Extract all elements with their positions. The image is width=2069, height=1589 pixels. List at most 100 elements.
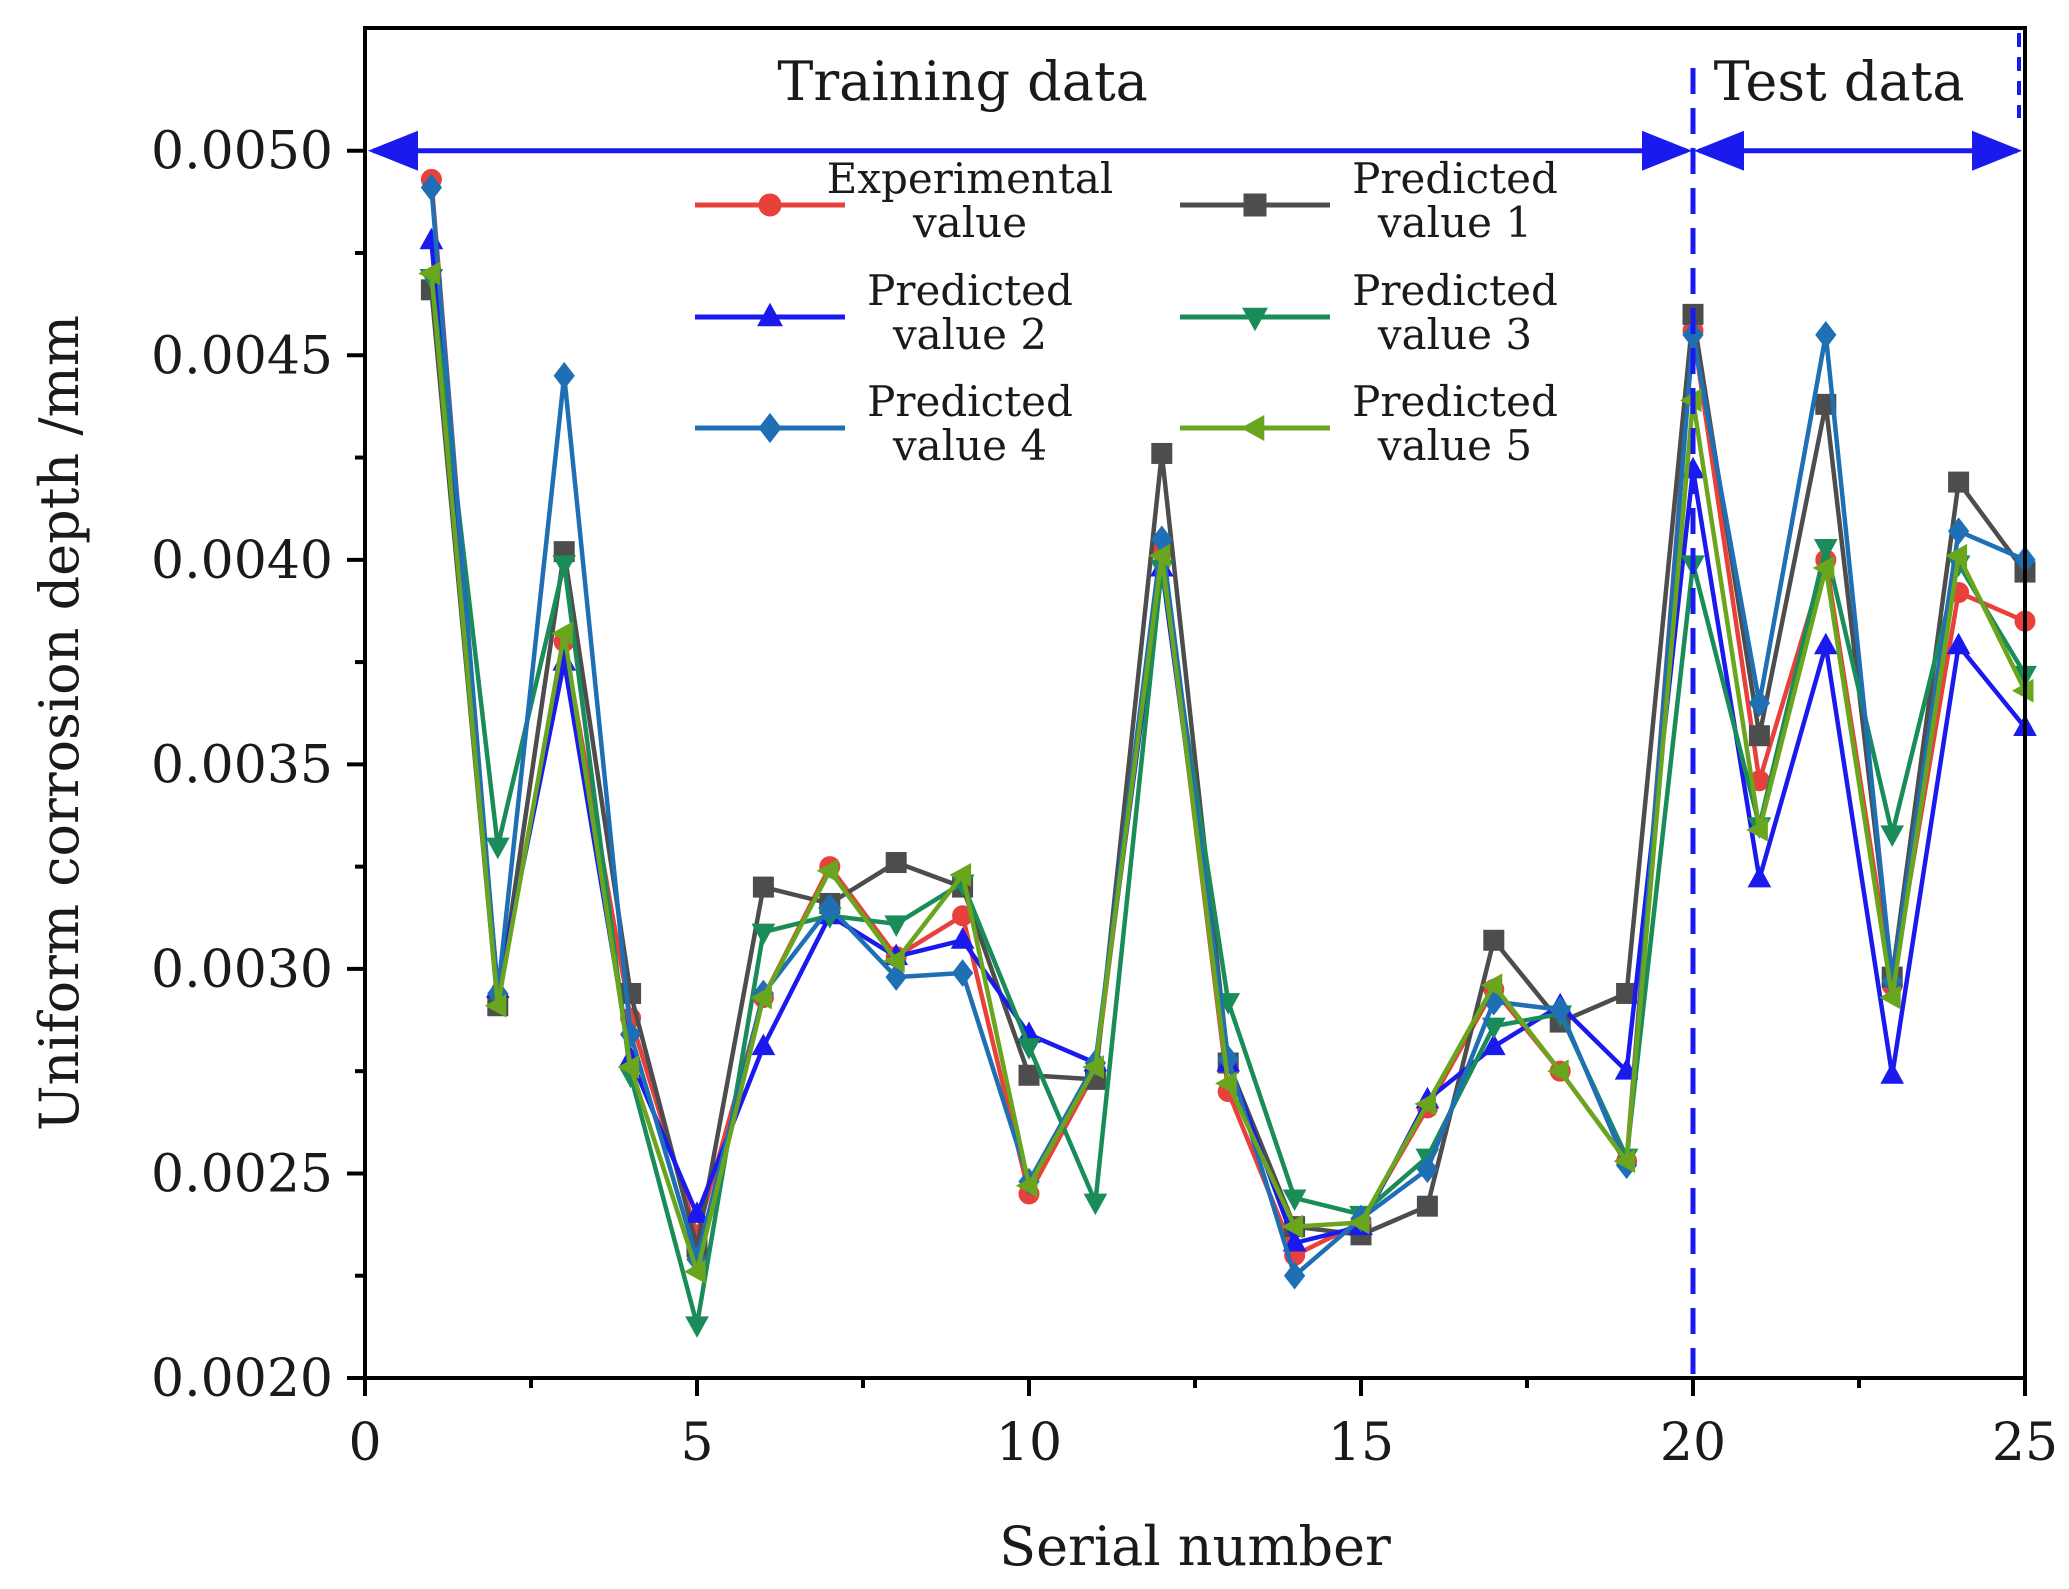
- point-predicted-value-2-5: [685, 1201, 709, 1223]
- x-tick-label-25: 25: [1992, 1413, 2058, 1473]
- point-predicted-value-2-9: [950, 927, 975, 949]
- training-data-label: Training data: [777, 50, 1148, 113]
- legend-marker: [1243, 193, 1267, 217]
- legend-marker: [758, 193, 782, 217]
- y-tick-label-0: 0.0020: [151, 1349, 333, 1409]
- x-tick-label-15: 15: [1328, 1413, 1394, 1473]
- legend-item-predicted-value-4: Predicted value 4: [695, 377, 1073, 470]
- y-tick-label-4: 0.0040: [151, 531, 333, 591]
- x-tick-label-0: 0: [348, 1413, 381, 1473]
- point-predicted-value-5-21: [1746, 817, 1768, 842]
- y-tick-label-3: 0.0035: [151, 735, 333, 795]
- legend-label-line: value 3: [1377, 310, 1532, 359]
- point-predicted-value-1-12: [1151, 442, 1173, 464]
- point-predicted-value-3-22: [1813, 539, 1838, 561]
- point-predicted-value-5-24: [1945, 543, 1968, 568]
- legend-label-line: Experimental: [827, 154, 1114, 203]
- point-predicted-value-1-6: [752, 876, 774, 898]
- point-predicted-value-4-18: [1549, 995, 1571, 1024]
- legend-item-predicted-value-3: Predicted value 3: [1180, 266, 1558, 359]
- y-tick-label-6: 0.0050: [151, 122, 333, 182]
- point-predicted-value-5-10: [1015, 1173, 1038, 1198]
- axes-layer: 0 5 10 15 20 25 0.0020 0.0025 0.0030 0.0035 0.0040…: [151, 122, 2058, 1473]
- legend-label: Predicted value 4: [867, 377, 1073, 470]
- legend-label: Predicted value 3: [1352, 266, 1558, 359]
- legend-label-line: value: [912, 198, 1027, 247]
- point-predicted-value-4-1: [420, 173, 443, 202]
- point-predicted-value-5-13: [1215, 1071, 1237, 1096]
- point-predicted-value-1-8: [885, 852, 907, 874]
- legend-item-predicted-value-1: Predicted value 1: [1180, 154, 1558, 247]
- point-predicted-value-5-5: [683, 1259, 706, 1284]
- point-predicted-value-3-2: [485, 837, 510, 860]
- point-predicted-value-4-3: [553, 361, 575, 390]
- point-predicted-value-5-3: [551, 621, 573, 646]
- legend-label-line: Predicted: [1352, 266, 1558, 315]
- legend-label-line: Predicted: [1352, 154, 1558, 203]
- point-predicted-value-3-17: [1481, 1017, 1506, 1040]
- point-predicted-value-5-2: [484, 993, 507, 1018]
- legend-label-line: value 1: [1377, 198, 1532, 247]
- point-predicted-value-4-16: [1416, 1155, 1439, 1184]
- point-predicted-value-5-23: [1879, 985, 1901, 1010]
- point-predicted-value-3-6: [751, 923, 776, 946]
- legend-label-line: Predicted: [867, 266, 1073, 315]
- x-tick-label-20: 20: [1660, 1413, 1726, 1473]
- point-predicted-value-2-17: [1481, 1033, 1506, 1056]
- point-predicted-value-5-15: [1347, 1210, 1370, 1235]
- point-predicted-value-3-8: [884, 915, 909, 937]
- x-tick-label-10: 10: [996, 1413, 1062, 1473]
- point-predicted-value-3-10: [1017, 1038, 1041, 1060]
- legend-label: Predicted value 1: [1352, 154, 1558, 247]
- point-predicted-value-1-16: [1416, 1195, 1438, 1217]
- point-predicted-value-5-1: [418, 261, 440, 286]
- y-tick-label-1: 0.0025: [151, 1144, 333, 1204]
- overlay-layer: [368, 33, 2022, 1378]
- point-predicted-value-5-9: [949, 862, 972, 887]
- legend-item-predicted-value-2: Predicted value 2: [695, 266, 1073, 359]
- point-predicted-value-5-22: [1812, 556, 1835, 580]
- point-predicted-value-5-18: [1547, 1059, 1569, 1084]
- point-predicted-value-5-7: [816, 858, 839, 883]
- point-predicted-value-2-22: [1813, 632, 1838, 655]
- series-layer: [418, 168, 2037, 1338]
- legend-label: Predicted value 2: [867, 266, 1073, 359]
- point-predicted-value-2-14: [1282, 1229, 1307, 1252]
- point-predicted-value-5-11: [1082, 1055, 1104, 1079]
- legend-label-line: value 4: [892, 421, 1047, 470]
- legend-label-line: Predicted: [1352, 377, 1558, 426]
- point-predicted-value-5-17: [1480, 973, 1503, 998]
- y-tick-label-5: 0.0045: [151, 326, 333, 386]
- legend-label-line: value 5: [1377, 421, 1532, 470]
- legend-label-line: value 2: [892, 310, 1047, 359]
- legend-marker: [757, 302, 783, 327]
- point-predicted-value-3-11: [1083, 1193, 1108, 1216]
- point-predicted-value-4-14: [1283, 1261, 1306, 1290]
- point-predicted-value-2-6: [751, 1033, 776, 1056]
- x-axis-title: Serial number: [999, 1515, 1391, 1578]
- x-tick-label-5: 5: [680, 1413, 713, 1473]
- point-predicted-value-3-23: [1880, 825, 1905, 847]
- legend-marker: [1240, 415, 1265, 441]
- point-predicted-value-4-7: [819, 893, 841, 922]
- point-predicted-value-4-9: [951, 959, 974, 987]
- y-tick-label-2: 0.0030: [151, 940, 333, 1000]
- legend-item-predicted-value-5: Predicted value 5: [1180, 377, 1558, 470]
- legend-marker: [758, 412, 782, 444]
- legend-label: Predicted value 5: [1352, 377, 1558, 470]
- point-predicted-value-4-21: [1748, 689, 1771, 717]
- point-predicted-value-3-5: [685, 1316, 709, 1338]
- point-predicted-value-5-19: [1613, 1149, 1636, 1174]
- point-predicted-value-2-23: [1880, 1062, 1905, 1084]
- legend-label: Experimental value: [827, 154, 1114, 247]
- y-axis-title: Uniform corrosion depth /mm: [28, 315, 91, 1131]
- point-predicted-value-4-22: [1815, 320, 1837, 349]
- legend-label-line: Predicted: [867, 377, 1073, 426]
- legend-item-experimental-value: Experimental value: [695, 154, 1113, 247]
- point-predicted-value-5-16: [1414, 1092, 1436, 1116]
- point-predicted-value-5-14: [1281, 1214, 1304, 1239]
- point-predicted-value-1-17: [1483, 929, 1505, 951]
